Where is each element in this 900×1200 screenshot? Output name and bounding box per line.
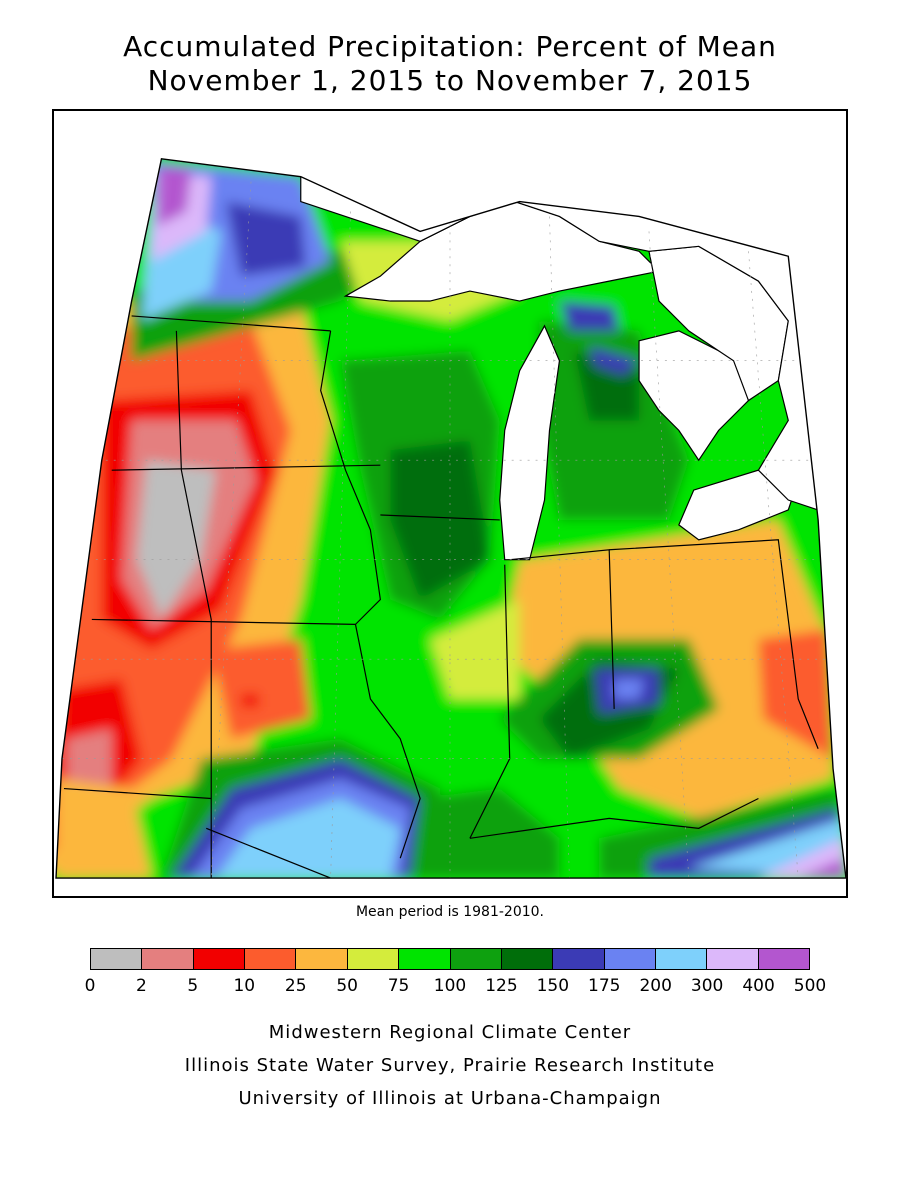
legend-tick-label: 200 (639, 976, 672, 996)
legend-tick-label: 75 (387, 976, 410, 996)
legend-swatch (707, 949, 759, 969)
legend-tick-label: 500 (793, 976, 827, 996)
legend-tick-label: 10 (233, 976, 256, 996)
legend-tick-label: 125 (485, 976, 518, 996)
legend-swatch (758, 949, 810, 969)
great-lakes (343, 200, 799, 561)
map-canvas (55, 157, 846, 879)
legend-swatch (399, 949, 451, 969)
legend-tick-label: 25 (284, 976, 307, 996)
map-date-range: November 1, 2015 to November 7, 2015 (147, 64, 753, 97)
legend-tick-labels: 0 2 5 10 25 50 75 100 125 150 175 200 300 400 500 (85, 976, 827, 1000)
legend-swatch (245, 949, 297, 969)
legend-tick-label: 100 (433, 976, 467, 996)
legend-swatch (655, 949, 708, 969)
legend-swatch (142, 949, 194, 969)
legend-swatch (501, 949, 554, 969)
credit-line-3: University of Illinois at Urbana-Champai… (238, 1088, 662, 1109)
legend-tick-label: 300 (690, 976, 724, 996)
credit-line-1: Midwestern Regional Climate Center (268, 1022, 632, 1043)
state-boundaries (63, 315, 819, 879)
legend-swatch (296, 949, 348, 969)
legend-swatch (193, 949, 246, 969)
legend-tick-label: 50 (336, 976, 358, 996)
legend-swatch (553, 949, 605, 969)
legend-tick-label: 5 (187, 976, 199, 996)
legend-swatch (347, 949, 400, 969)
credit-line-2: Illinois State Water Survey, Prairie Res… (184, 1055, 716, 1076)
domain-outline (55, 157, 846, 879)
map-title: Accumulated Precipitation: Percent of Me… (123, 30, 777, 63)
legend-tick-label: 150 (536, 976, 570, 996)
mean-period-note: Mean period is 1981-2010. (355, 904, 545, 920)
lat-lon-grid (61, 181, 843, 879)
legend-tick-label: 400 (742, 976, 775, 996)
color-legend (90, 948, 810, 970)
legend-swatch (604, 949, 656, 969)
legend-tick-label: 175 (588, 976, 621, 996)
precipitation-map (52, 109, 848, 898)
legend-tick-label: 0 (84, 976, 96, 996)
legend-tick-label: 2 (136, 976, 147, 996)
legend-swatch (450, 949, 502, 969)
precip-field (56, 158, 846, 879)
legend-swatch (91, 949, 143, 969)
